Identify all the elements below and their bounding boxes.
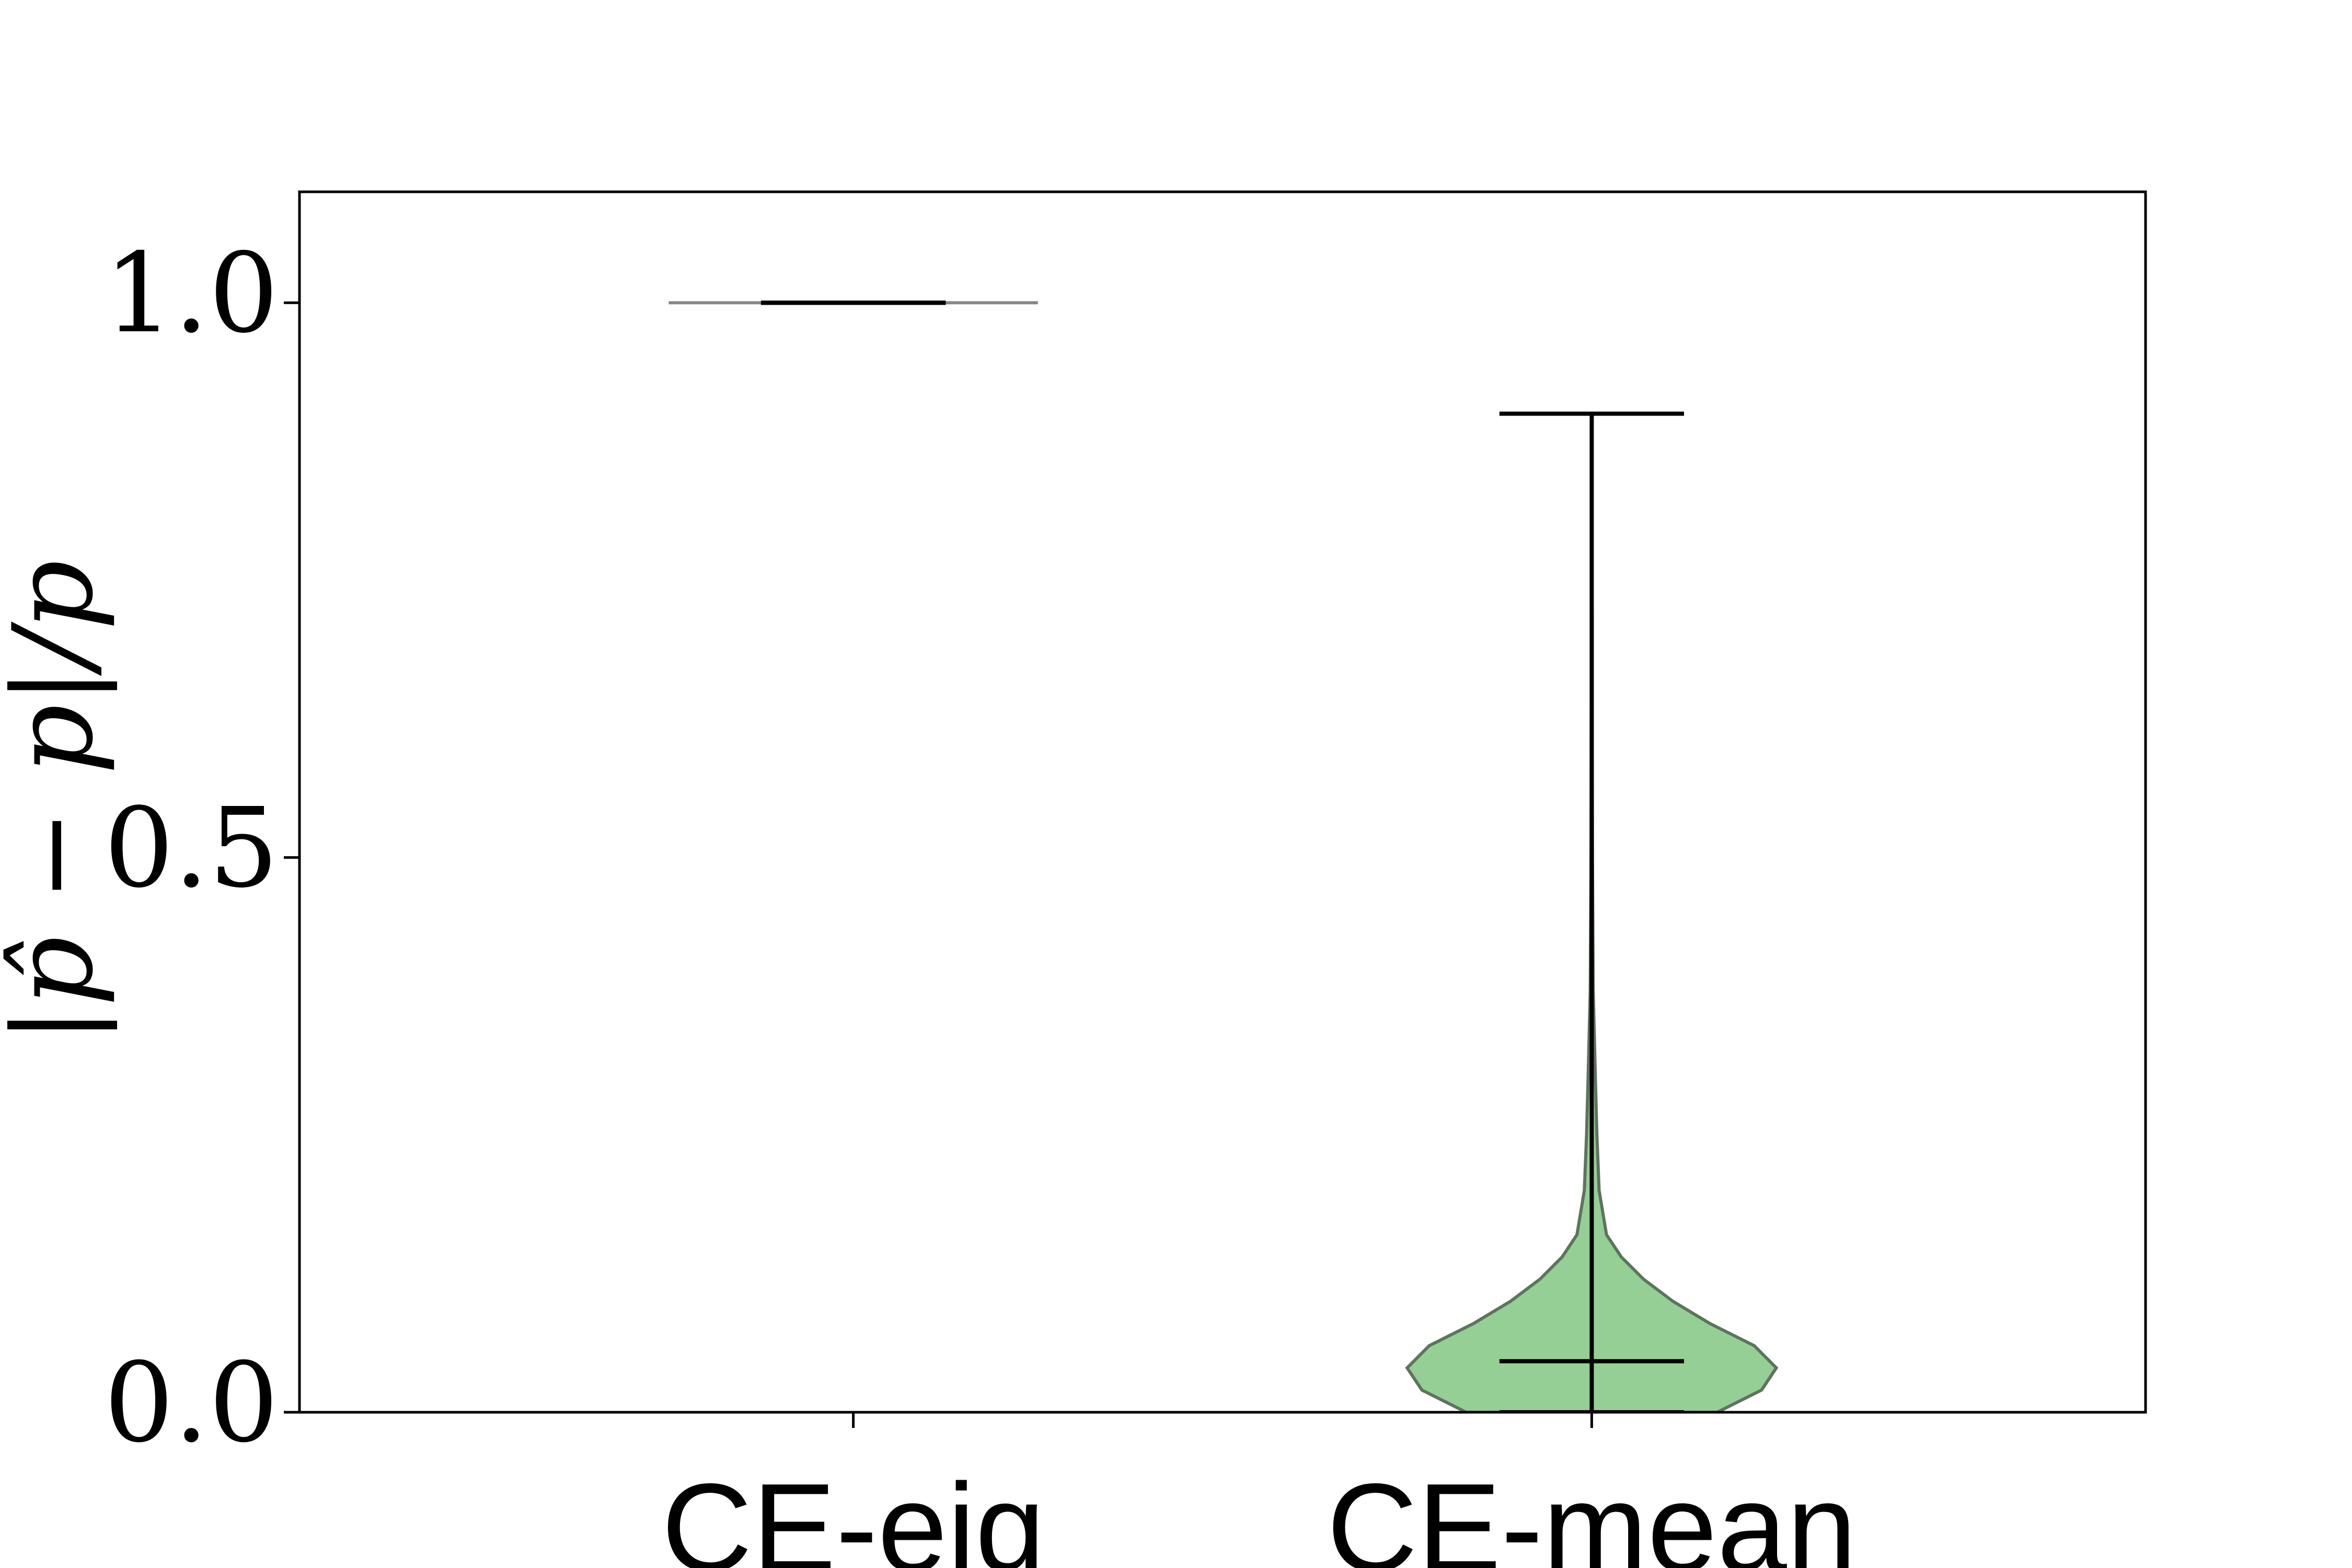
y-tick-label: 0.5 (104, 784, 279, 912)
plot-frame (298, 190, 2147, 1414)
y-axis-label: |p̂ − p|/p (0, 560, 118, 1043)
x-tick-label: CE-mean (1327, 1457, 1857, 1568)
y-tick-label: 1.0 (104, 229, 279, 358)
violin-lines (1499, 411, 1684, 1412)
x-tick-label: CE-eig (662, 1457, 1045, 1568)
y-tick-label: 0.0 (104, 1339, 279, 1467)
